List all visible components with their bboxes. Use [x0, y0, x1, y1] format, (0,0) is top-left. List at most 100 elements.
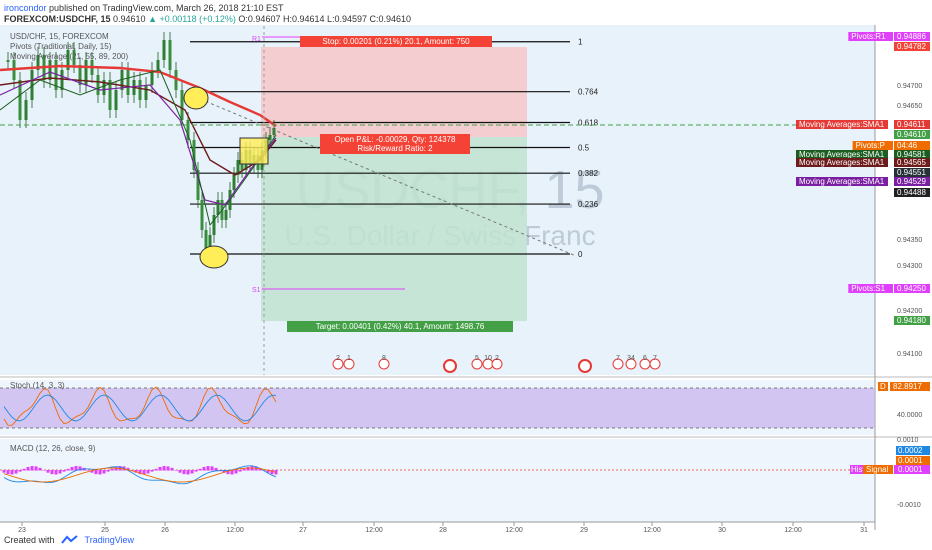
macd-histogram-bar [14, 470, 18, 474]
macd-histogram-bar [6, 470, 10, 475]
event-marker-label: 6 [643, 355, 647, 362]
consolidation-box[interactable] [239, 137, 269, 165]
time-tick-label: 27 [299, 527, 307, 534]
footer: Created with TradingView [4, 535, 134, 545]
macd-histogram-bar [34, 466, 38, 471]
price-tick-label: 0.94300 [897, 263, 922, 270]
ohlc-values: O:0.94607 H:0.94614 L:0.94597 C:0.94610 [238, 14, 412, 24]
price-value-label: 0.94610 [897, 130, 926, 139]
price-value-label: 0.94886 [897, 32, 926, 41]
swing-low-marker[interactable] [199, 245, 229, 269]
macd-histogram-bar [182, 470, 186, 475]
macd-histogram-bar [62, 470, 66, 472]
last-price: 0.94610 [113, 14, 146, 24]
stoch-band [0, 388, 875, 428]
macd-histogram-bar [154, 468, 158, 471]
macd-signal-value-bg [896, 456, 930, 465]
macd-histogram-tag-bg [850, 465, 866, 474]
time-tick-label: 26 [161, 527, 169, 534]
event-marker-label: 2 [495, 355, 499, 362]
stop-label-bg [300, 36, 492, 47]
macd-hist-value-bg [894, 465, 930, 474]
price-tag-bg [852, 141, 893, 150]
fib-level-label: 1 [578, 38, 583, 47]
event-marker-label: 34 [627, 355, 635, 362]
macd-histogram-bar [78, 466, 82, 471]
macd-tick-top: 0.0010 [897, 437, 919, 444]
candle-body [6, 60, 10, 62]
footer-tradingview[interactable]: TradingView [84, 535, 135, 545]
event-markers[interactable]: 2 1 8 5 10 2 7 34 6 7 [332, 355, 661, 373]
trend-line[interactable] [199, 98, 577, 257]
price-value-label: 04:46 [897, 141, 918, 150]
candle-body [208, 235, 212, 250]
price-tick-label: 0.94200 [897, 308, 922, 315]
price-tick-label: 0.94700 [897, 83, 922, 90]
target-zone[interactable] [261, 137, 527, 321]
price-value-bg [894, 150, 930, 159]
price-value-bg [894, 188, 930, 197]
candle-body [60, 70, 64, 90]
pivot-s1-tag: S1 [252, 287, 261, 294]
macd-histogram-bar [198, 468, 202, 471]
event-marker-label: 2 [336, 355, 340, 362]
macd-histogram-bar [86, 470, 90, 471]
macd-histogram-bar [230, 470, 234, 475]
stoch-k-line [3, 386, 277, 426]
macd-signal-tag: Signal [866, 465, 888, 474]
candle-body [84, 60, 88, 85]
candle-body [216, 200, 220, 215]
price-value-label: 0.94529 [897, 177, 926, 186]
time-tick-label: 28 [439, 527, 447, 534]
candle-body [66, 50, 70, 70]
author-link[interactable]: ironcondor [4, 3, 47, 13]
pnl-label-bg [320, 134, 470, 154]
candle-body [114, 90, 118, 110]
candle-body [108, 80, 112, 110]
event-marker-icon [343, 358, 355, 370]
macd-histogram-bar [42, 470, 46, 471]
event-marker-label: 5 [475, 355, 479, 362]
price-tag-bg [848, 32, 893, 41]
macd-histogram-bar [94, 470, 98, 475]
macd-hist-value: 0.0001 [898, 465, 923, 474]
price-value-label: 0.94488 [897, 188, 926, 197]
stoch-d-line [3, 394, 277, 422]
event-marker-icon [612, 358, 624, 370]
swing-high-marker[interactable] [183, 86, 209, 110]
stoch-title: Stoch (14, 3, 3) [10, 381, 65, 390]
price-value-label: 0.94250 [897, 284, 926, 293]
macd-histogram-bar [162, 466, 166, 471]
fib-level-label: 0.764 [578, 88, 599, 97]
candle-body [54, 60, 58, 90]
time-tick-label: 30 [718, 527, 726, 534]
macd-histogram-bar [190, 470, 194, 474]
macd-histogram-bar [150, 470, 154, 472]
time-tick-label: 12:00 [226, 527, 244, 534]
macd-histogram-bar [142, 470, 146, 475]
footer-created-with: Created with [4, 535, 55, 545]
price-tag-bg [796, 150, 888, 159]
candle-body [36, 55, 40, 70]
price-tag-label: Moving Averages:SMA1 [799, 120, 885, 129]
pnl-label-line1: Open P&L: -0.00029, Qty: 124378 [335, 135, 457, 144]
candle-body [224, 210, 228, 220]
candle-body [240, 160, 244, 170]
macd-histogram-bar [238, 470, 242, 472]
macd-histogram-bar [54, 470, 58, 475]
macd-histogram-bar [22, 468, 26, 471]
event-marker-label: 10 [484, 355, 492, 362]
symbol: FOREXCOM:USDCHF, 15 [4, 14, 111, 24]
stoch-tick: 40.0000 [897, 412, 922, 419]
price-value-label: 0.94551 [897, 168, 926, 177]
pivot-lines [262, 36, 405, 290]
price-tag-label: Moving Averages:SMA1 [799, 177, 885, 186]
event-marker-icon [625, 358, 637, 370]
macd-value-bg [896, 446, 930, 455]
candle-body [150, 70, 154, 85]
price-tag-label: Pivots:P [856, 141, 885, 150]
price-value-bg [894, 316, 930, 325]
candle-body [204, 230, 208, 250]
